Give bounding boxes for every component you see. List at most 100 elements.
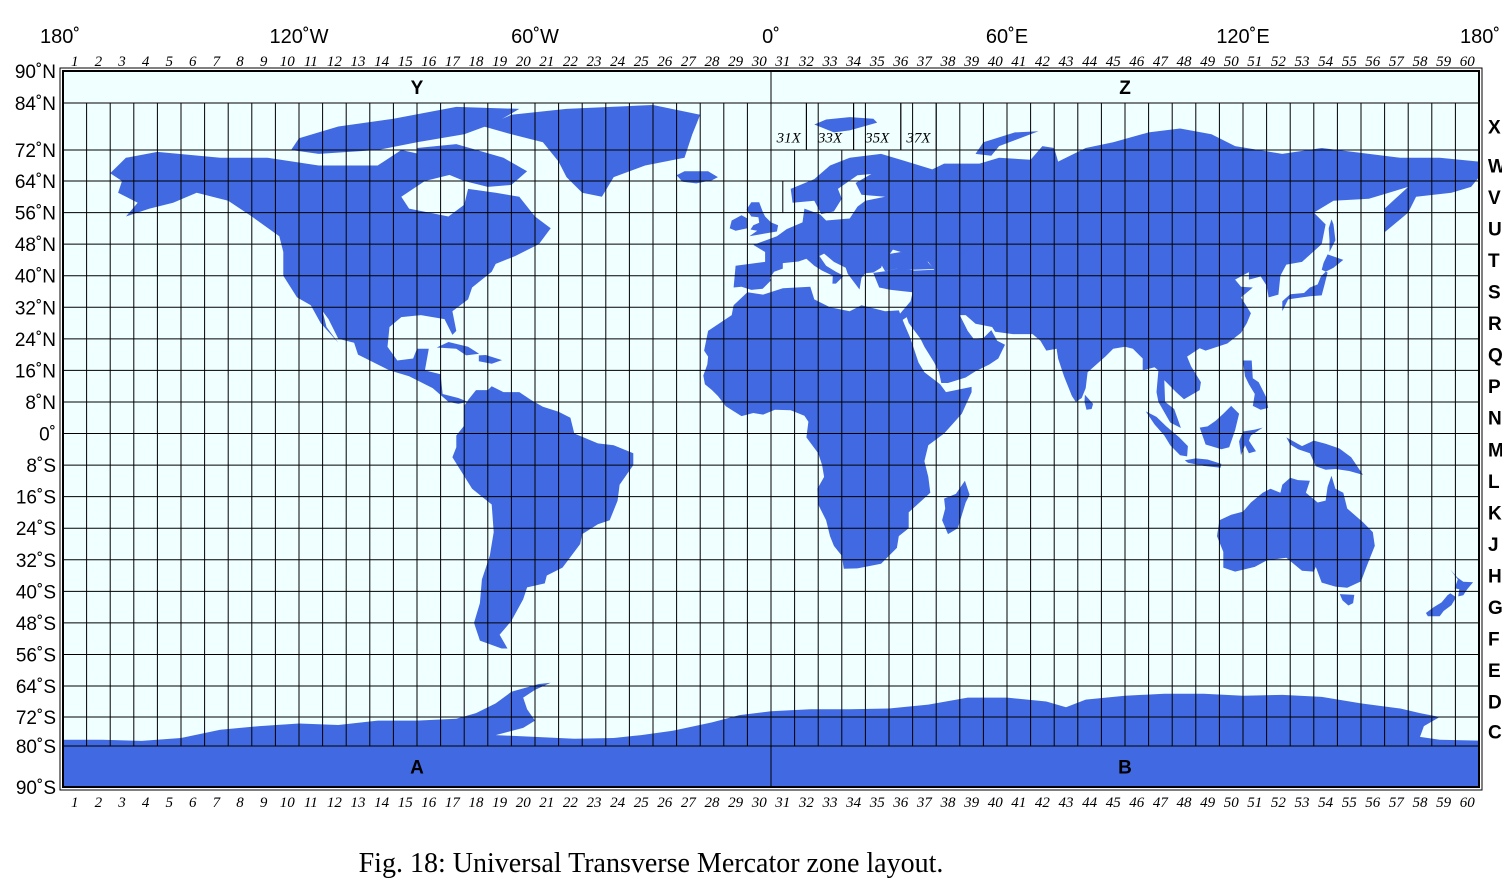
black-sea-landmass (881, 252, 935, 272)
zone-number-top: 32 (798, 54, 815, 70)
latitude-label: 32˚S (16, 551, 56, 572)
zone-number-top: 39 (963, 54, 980, 70)
polar-zone-letter: Y (411, 78, 424, 99)
latitude-label: 72˚S (16, 708, 56, 729)
sulawesi-landmass (1239, 427, 1263, 456)
latitude-band-letter: G (1488, 598, 1502, 619)
zone-number-bottom: 37 (916, 795, 934, 811)
zone-number-top: 2 (95, 54, 103, 70)
polar-zone-letter: A (410, 758, 424, 779)
latitude-band-letter: M (1488, 440, 1502, 461)
zone-number-top: 16 (421, 54, 437, 70)
longitude-label: 0˚ (762, 26, 780, 48)
zone-number-top: 37 (916, 54, 934, 70)
zone-number-top: 52 (1271, 54, 1287, 70)
longitude-label: 120˚W (270, 26, 329, 48)
zone-number-top: 12 (327, 54, 343, 70)
new-zealand-north-landmass (1450, 569, 1474, 597)
latitude-label: 90˚S (16, 778, 56, 799)
utm-grid (63, 71, 1479, 787)
zone-number-bottom: 9 (260, 795, 268, 811)
latitude-band-letter: E (1488, 661, 1501, 682)
north-america-landmass (110, 150, 551, 404)
longitude-label: 120˚E (1216, 26, 1269, 48)
latitude-band-letter: Q (1488, 346, 1502, 367)
longitude-label: 60˚E (986, 26, 1028, 48)
zone-number-top: 50 (1224, 54, 1240, 70)
latitude-band-letter: T (1488, 251, 1500, 272)
zone-number-bottom: 32 (798, 795, 815, 811)
map-frame (59, 67, 1483, 791)
zone-number-top: 60 (1460, 54, 1476, 70)
japan-landmass (1282, 254, 1344, 312)
zone-number-bottom: 51 (1247, 795, 1262, 811)
zone-number-bottom: 12 (327, 795, 343, 811)
greenland-landmass (483, 105, 701, 197)
zone-number-bottom: 45 (1106, 795, 1122, 811)
zone-number-top: 21 (539, 54, 554, 70)
latitude-label: 80˚S (16, 737, 56, 758)
zone-number-top: 13 (351, 54, 366, 70)
zone-number-top: 22 (563, 54, 579, 70)
zone-number-bottom: 58 (1413, 795, 1429, 811)
cuba-landmass (436, 342, 480, 356)
zone-number-top: 40 (988, 54, 1004, 70)
zone-number-top: 9 (260, 54, 268, 70)
latitude-label: 40˚S (16, 582, 56, 603)
zone-number-top: 47 (1153, 54, 1170, 70)
latitude-label: 32˚N (15, 298, 56, 319)
hispaniola-landmass (478, 355, 502, 364)
map-border (62, 70, 1480, 788)
baffin-island-landmass (417, 144, 528, 187)
zone-number-top: 58 (1413, 54, 1429, 70)
latitude-band-letter: C (1488, 723, 1502, 744)
zone-number-bottom: 47 (1153, 795, 1170, 811)
eurasia-landmass (733, 128, 1479, 428)
zone-number-bottom: 50 (1224, 795, 1240, 811)
latitude-band-letter: R (1488, 314, 1502, 335)
latitude-band-letter: L (1488, 472, 1500, 493)
zone-number-top: 11 (304, 54, 318, 70)
polar-zone-letter: B (1118, 758, 1132, 779)
zone-number-top: 34 (845, 54, 862, 70)
svalbard-zone-label: 35X (864, 130, 890, 146)
zone-number-bottom: 33 (822, 795, 838, 811)
zone-number-top: 51 (1247, 54, 1262, 70)
zone-number-top: 10 (280, 54, 296, 70)
zone-number-top: 46 (1129, 54, 1145, 70)
latitude-label: 56˚N (15, 204, 56, 225)
zone-number-top: 18 (469, 54, 485, 70)
zone-number-top: 26 (657, 54, 673, 70)
latitude-label: 24˚N (15, 330, 56, 351)
zone-number-top: 57 (1389, 54, 1406, 70)
latitude-band-letter: U (1488, 219, 1502, 240)
latitude-band-letter: K (1488, 503, 1502, 524)
zone-number-top: 59 (1436, 54, 1452, 70)
great-britain-landmass (746, 202, 779, 237)
zone-number-top: 33 (822, 54, 838, 70)
latitude-label: 40˚N (15, 267, 56, 288)
zone-number-bottom: 40 (988, 795, 1004, 811)
zone-number-top: 49 (1200, 54, 1216, 70)
latitude-band-letter: S (1488, 282, 1501, 303)
iceland-landmass (676, 171, 718, 184)
zone-number-bottom: 22 (563, 795, 579, 811)
zone-number-top: 56 (1365, 54, 1381, 70)
zone-number-bottom: 26 (657, 795, 673, 811)
zone-number-top: 29 (728, 54, 744, 70)
latitude-label: 72˚N (15, 141, 56, 162)
longitude-label: 180˚ (1460, 26, 1500, 48)
zone-number-bottom: 55 (1342, 795, 1358, 811)
svalbard-zone-label: 37X (905, 130, 931, 146)
zone-number-bottom: 24 (610, 795, 626, 811)
zone-number-bottom: 20 (516, 795, 532, 811)
zone-number-bottom: 23 (587, 795, 602, 811)
zone-number-top: 54 (1318, 54, 1334, 70)
zone-number-bottom: 27 (681, 795, 698, 811)
zone-number-bottom: 54 (1318, 795, 1334, 811)
zone-number-bottom: 56 (1365, 795, 1381, 811)
latitude-band-letter: P (1488, 377, 1501, 398)
zone-number-top: 7 (213, 54, 222, 70)
latitude-band-letter: X (1488, 118, 1501, 139)
